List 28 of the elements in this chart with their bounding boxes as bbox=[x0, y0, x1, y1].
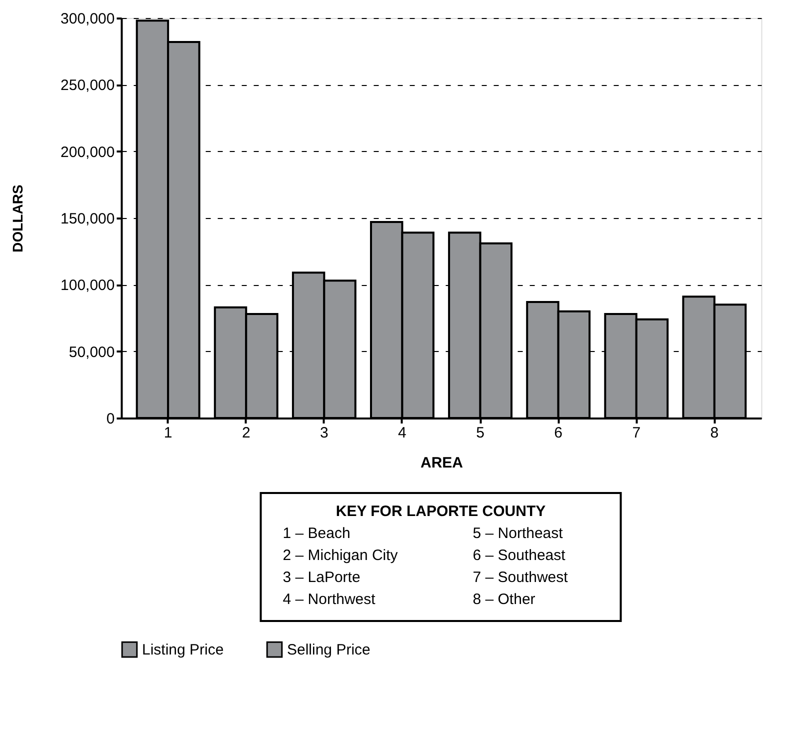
text: 1 – Beach bbox=[282, 525, 350, 542]
text: 3 – LaPorte bbox=[282, 569, 360, 586]
x-tick-label: 3 bbox=[320, 424, 328, 442]
x-axis-title: AREA bbox=[420, 454, 464, 472]
x-tick-label: 7 bbox=[632, 424, 641, 442]
text: 5 – Northeast bbox=[472, 525, 564, 542]
x-tick-label: 4 bbox=[398, 424, 406, 442]
legend-label: Selling Price bbox=[287, 642, 370, 659]
x-tick-label: 1 bbox=[164, 424, 172, 442]
y-axis-title: DOLLARS bbox=[10, 184, 26, 252]
y-tick-label: 100,000 bbox=[60, 277, 115, 294]
y-tick-label: 250,000 bbox=[60, 77, 115, 94]
x-tick-label: 5 bbox=[476, 424, 484, 442]
x-tick-label: 2 bbox=[242, 424, 250, 442]
x-tick-label: 6 bbox=[554, 424, 562, 442]
text: 2 – Michigan City bbox=[282, 547, 398, 564]
y-tick-label: 300,000 bbox=[60, 10, 115, 28]
text: 7 – Southwest bbox=[472, 569, 569, 586]
text: 4 – Northwest bbox=[282, 591, 376, 608]
y-tick-label: 200,000 bbox=[60, 144, 115, 161]
legend-label: Listing Price bbox=[142, 642, 224, 659]
text: KEY FOR LAPORTE COUNTY bbox=[336, 503, 546, 520]
text: 6 – Southeast bbox=[472, 547, 566, 564]
y-tick-label: 50,000 bbox=[68, 344, 115, 361]
y-tick-label: 150,000 bbox=[60, 210, 115, 228]
text: 8 – Other bbox=[472, 591, 536, 608]
y-tick-label: 0 bbox=[106, 410, 115, 428]
x-tick-label: 8 bbox=[710, 424, 719, 442]
